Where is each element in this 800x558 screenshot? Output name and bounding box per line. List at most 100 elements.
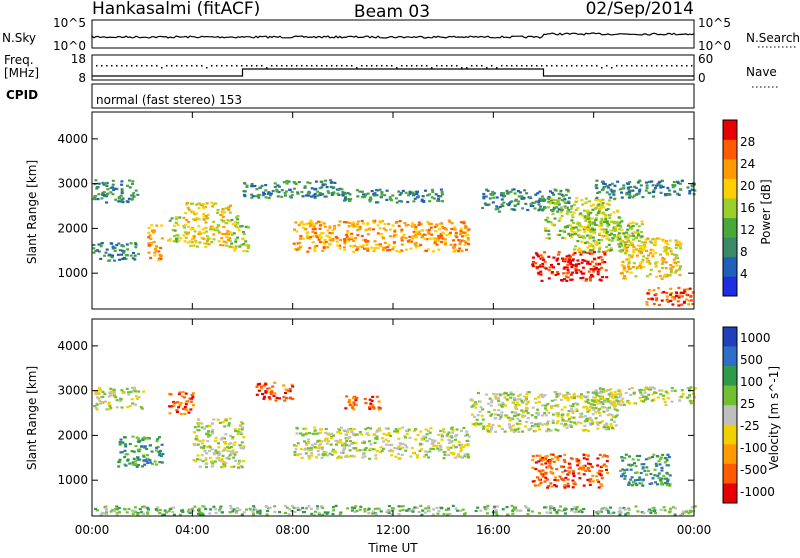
scatter-cell [284,388,288,391]
scatter-cell [338,429,342,432]
scatter-cell [605,220,609,223]
scatter-cell [297,181,301,184]
scatter-cell [227,446,231,449]
scatter-cell [297,224,301,227]
scatter-cell [142,455,146,458]
scatter-cell [613,405,617,408]
scatter-cell [577,459,581,462]
scatter-cell [130,386,134,389]
scatter-cell [534,252,538,255]
scatter-cell [576,421,580,424]
scatter-cell [494,430,497,433]
scatter-cell [378,220,382,223]
scatter-cell [563,406,567,409]
scatter-cell [525,393,529,396]
scatter-cell [442,457,446,460]
nave-point [366,65,368,67]
scatter-cell [242,232,246,235]
nave-point [646,65,648,67]
scatter-cell [624,277,628,280]
scatter-cell [581,428,585,432]
scatter-cell [539,205,543,208]
scatter-cell [374,513,378,516]
scatter-cell [513,192,517,195]
nave-point [166,65,168,67]
scatter-cell [464,241,468,244]
scatter-cell [632,194,636,197]
scatter-cell [420,198,424,201]
scatter-cell [670,296,674,299]
scatter-cell [323,195,327,198]
scatter-cell [573,251,577,255]
scatter-cell [574,226,578,229]
scatter-cell [208,450,211,453]
scatter-cell [378,451,382,454]
scatter-cell [197,509,200,512]
scatter-cell [649,472,653,476]
scatter-cell [445,508,448,511]
scatter-cell [205,242,209,245]
scatter-cell [565,266,569,269]
scatter-cell [567,409,571,413]
scatter-cell [490,426,494,429]
scatter-cell [418,442,422,445]
scatter-cell [591,421,595,424]
scatter-cell [407,428,411,431]
scatter-cell [428,437,432,440]
scatter-cell [391,248,395,251]
scatter-cell [616,238,620,242]
scatter-cell [329,437,333,440]
nave-point [261,65,263,67]
scatter-cell [420,448,424,451]
scatter-cell [534,193,538,196]
scatter-cell [601,464,605,467]
scatter-cell [432,508,436,511]
scatter-cell [160,443,164,446]
scatter-cell [635,266,639,269]
scatter-cell [622,187,626,190]
scatter-cell [582,209,586,212]
scatter-cell [97,389,101,392]
scatter-cell [317,447,321,450]
scatter-cell [227,206,231,209]
colorbar-segment [723,139,737,160]
scatter-cell [564,423,567,426]
scatter-cell [520,195,524,198]
scatter-cell [109,394,113,397]
scatter-cell [613,408,617,411]
scatter-cell [620,220,624,223]
scatter-cell [563,266,567,269]
scatter-cell [229,450,233,453]
scatter-cell [134,403,137,406]
scatter-cell [494,397,498,400]
scatter-cell [352,455,356,458]
scatter-cell [95,408,99,411]
scatter-cell [344,195,348,198]
scatter-cell [408,235,412,238]
scatter-cell [620,264,624,267]
scatter-cell [665,482,669,485]
scatter-cell [145,437,149,440]
scatter-cell [603,424,607,427]
scatter-cell [601,228,605,231]
scatter-cell [530,421,534,425]
scatter-cell [566,391,570,394]
scatter-cell [305,443,308,446]
scatter-cell [571,213,575,216]
scatter-cell [356,234,360,237]
scatter-cell [303,448,307,451]
scatter-cell [670,389,674,393]
scatter-cell [310,443,314,446]
scatter-cell [600,266,603,269]
scatter-cell [599,221,603,224]
scatter-cell [647,297,651,301]
scatter-cell [260,184,264,187]
scatter-band [292,426,471,460]
scatter-cell [340,451,343,454]
scatter-cell [264,391,268,394]
scatter-cell [607,243,611,246]
scatter-cell [546,220,550,223]
scatter-cell [626,512,630,515]
scatter-cell [594,406,598,409]
